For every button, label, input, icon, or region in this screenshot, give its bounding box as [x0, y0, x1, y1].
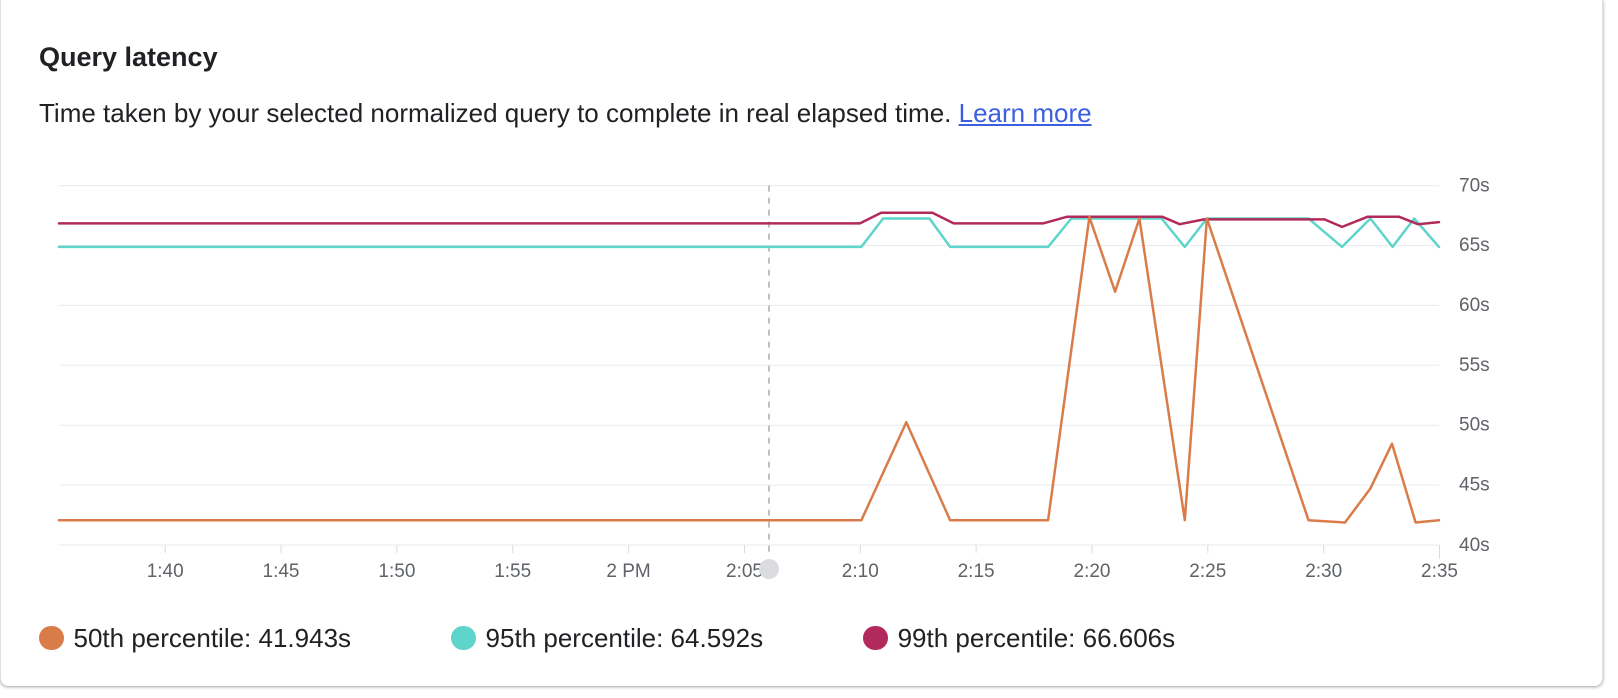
svg-text:2:15: 2:15 [958, 561, 995, 582]
svg-text:2:25: 2:25 [1189, 561, 1226, 582]
svg-text:2:35: 2:35 [1421, 561, 1458, 582]
svg-text:2:30: 2:30 [1305, 561, 1342, 582]
svg-text:1:45: 1:45 [263, 561, 300, 582]
svg-text:50s: 50s [1459, 415, 1490, 436]
svg-text:1:50: 1:50 [378, 561, 415, 582]
svg-text:65s: 65s [1459, 235, 1490, 256]
svg-text:45s: 45s [1459, 475, 1490, 496]
svg-text:2:05: 2:05 [726, 561, 763, 582]
svg-text:70s: 70s [1459, 176, 1490, 197]
svg-text:2:20: 2:20 [1074, 561, 1111, 582]
svg-text:60s: 60s [1459, 295, 1490, 316]
svg-text:2:10: 2:10 [842, 561, 879, 582]
svg-text:1:40: 1:40 [147, 561, 184, 582]
svg-text:55s: 55s [1459, 355, 1490, 376]
svg-text:1:55: 1:55 [494, 561, 531, 582]
svg-text:2 PM: 2 PM [606, 561, 650, 582]
svg-text:40s: 40s [1459, 535, 1490, 556]
